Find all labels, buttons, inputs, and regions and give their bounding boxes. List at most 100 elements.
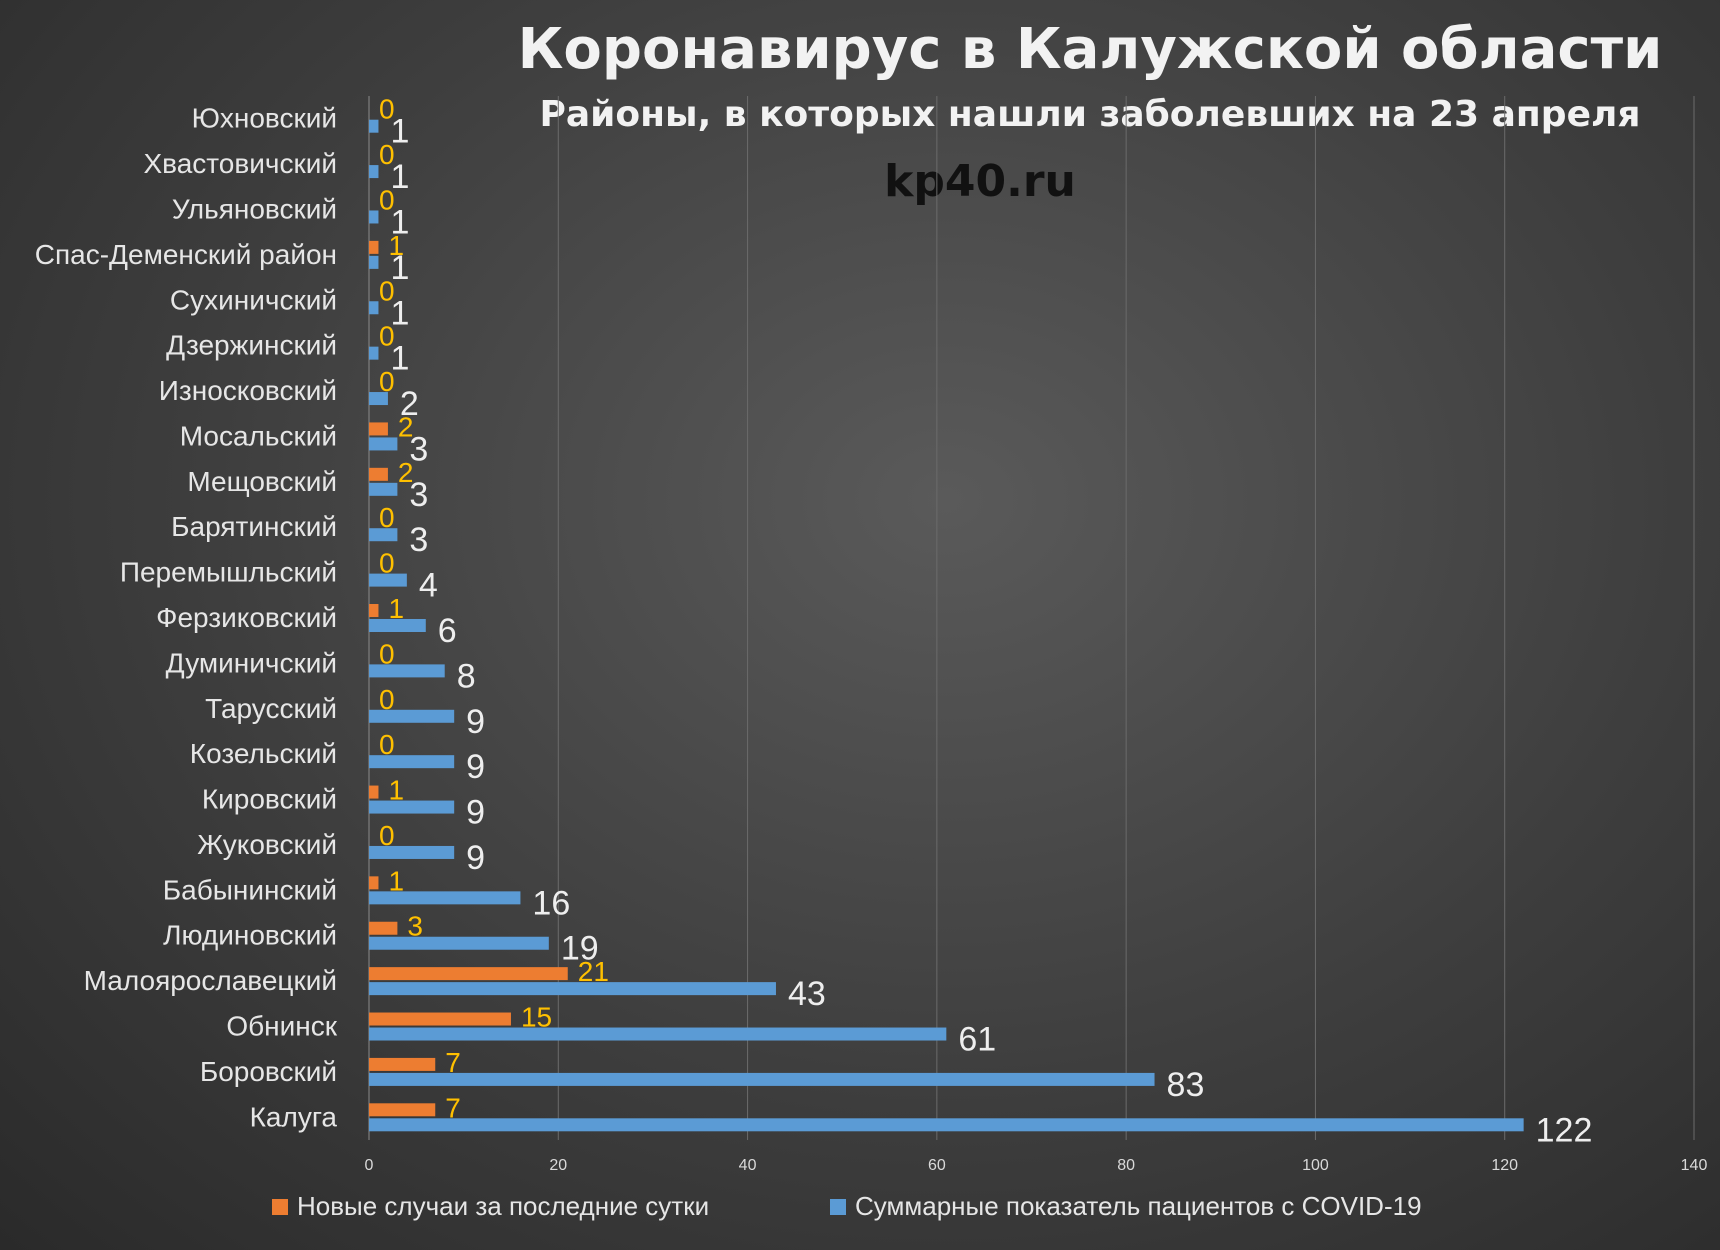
bar-new-cases [369, 422, 388, 436]
data-label-new: 0 [379, 548, 395, 579]
chart-subtitle: Районы, в которых нашли заболевших на 23… [540, 94, 1641, 135]
gridlines [368, 96, 1695, 1140]
data-label-new: 15 [521, 1002, 552, 1033]
category-label: Мещовский [187, 466, 337, 497]
data-label-total: 1 [390, 158, 409, 196]
data-label-total: 1 [390, 203, 409, 241]
data-label-total: 9 [466, 748, 485, 786]
bar-total [369, 755, 455, 769]
legend-swatch-total [830, 1199, 846, 1215]
data-label-new: 0 [379, 638, 395, 669]
bar-new-cases [369, 467, 388, 481]
data-label-new: 2 [398, 457, 414, 488]
watermark: kp40.ru [884, 156, 1076, 207]
data-label-new: 0 [379, 275, 395, 306]
bar-new-cases [369, 240, 379, 254]
bar-total [369, 891, 521, 905]
bar-total [369, 528, 398, 542]
category-label: Сухиничский [170, 284, 337, 315]
data-label-total: 19 [561, 930, 599, 968]
category-label: Хвастовичский [143, 148, 337, 179]
bar-total [369, 119, 379, 133]
bar-total [369, 845, 455, 859]
data-label-total: 1 [390, 249, 409, 287]
category-label: Мосальский [180, 420, 337, 451]
bar-new-cases [369, 1103, 436, 1117]
data-label-new: 0 [379, 321, 395, 352]
data-label-total: 1 [390, 294, 409, 332]
data-label-total: 1 [390, 340, 409, 378]
bar-total [369, 210, 379, 224]
bar-total [369, 1118, 1524, 1132]
data-label-new: 0 [379, 184, 395, 215]
bar-total [369, 437, 398, 451]
category-label: Перемышльский [120, 557, 337, 588]
category-label: Жуковский [197, 829, 337, 860]
bar-total [369, 1072, 1155, 1086]
data-label-total: 2 [400, 385, 419, 423]
category-label: Ульяновский [172, 193, 337, 224]
category-label: Кировский [202, 784, 337, 815]
x-tick-label: 100 [1302, 1157, 1329, 1174]
data-label-total: 122 [1536, 1111, 1593, 1149]
data-label-new: 0 [379, 820, 395, 851]
bar-new-cases [369, 1057, 436, 1071]
bar-total [369, 619, 426, 632]
data-label-total: 9 [466, 703, 485, 741]
data-label-new: 21 [578, 956, 609, 987]
category-label: Думиничский [166, 647, 337, 678]
data-label-new: 0 [379, 366, 395, 397]
data-label-total: 3 [409, 476, 428, 514]
category-label: Малоярославецкий [84, 965, 337, 996]
category-label: Износковский [159, 375, 337, 406]
data-label-new: 7 [445, 1047, 461, 1078]
data-label-new: 0 [379, 139, 395, 170]
bar-new-cases [369, 785, 379, 799]
data-label-total: 4 [419, 567, 438, 605]
bar-total [369, 664, 445, 678]
data-label-total: 3 [409, 430, 428, 468]
bar-new-cases [369, 967, 568, 981]
data-label-total: 1 [390, 113, 409, 151]
data-label-total: 9 [466, 839, 485, 877]
data-label-new: 3 [407, 911, 423, 942]
bars: 0101011101010223230304160809091909116319… [369, 94, 1593, 1149]
data-label-new: 0 [379, 729, 395, 760]
bar-total [369, 346, 379, 360]
category-label: Козельский [190, 738, 337, 769]
data-label-new: 0 [379, 684, 395, 715]
data-label-new: 0 [379, 94, 395, 125]
data-label-new: 0 [379, 502, 395, 533]
category-label: Ферзиковский [156, 602, 337, 633]
x-tick-label: 20 [549, 1157, 567, 1174]
x-tick-label: 60 [928, 1157, 946, 1174]
category-label: Спас-Деменский район [35, 239, 337, 270]
x-tick-label: 0 [365, 1157, 374, 1174]
data-label-new: 1 [388, 775, 404, 806]
x-tick-label: 40 [739, 1157, 757, 1174]
bar-total [369, 392, 388, 406]
data-label-total: 6 [438, 612, 457, 650]
bar-total [369, 936, 549, 950]
x-tick-label: 140 [1681, 1157, 1708, 1174]
data-label-new: 7 [445, 1092, 461, 1123]
x-tick-label: 120 [1491, 1157, 1518, 1174]
category-label: Обнинск [226, 1011, 337, 1042]
chart-title: Коронавирус в Калужской области [518, 17, 1663, 82]
category-label: Дзержинский [166, 330, 337, 361]
bar-total [369, 165, 379, 179]
data-label-new: 1 [388, 865, 404, 896]
x-tick-label: 80 [1117, 1157, 1135, 1174]
category-label: Боровский [200, 1056, 337, 1087]
bar-total [369, 982, 776, 996]
bar-total [369, 482, 398, 496]
legend: Новые случаи за последние сутки Суммарные… [272, 1191, 1422, 1221]
bar-total [369, 800, 455, 814]
bar-total [369, 1027, 947, 1041]
legend-label-new: Новые случаи за последние сутки [297, 1191, 709, 1221]
data-label-new: 2 [398, 411, 414, 442]
category-label: Бабынинский [163, 874, 337, 905]
data-label-total: 61 [958, 1021, 996, 1059]
bar-new-cases [369, 604, 379, 617]
